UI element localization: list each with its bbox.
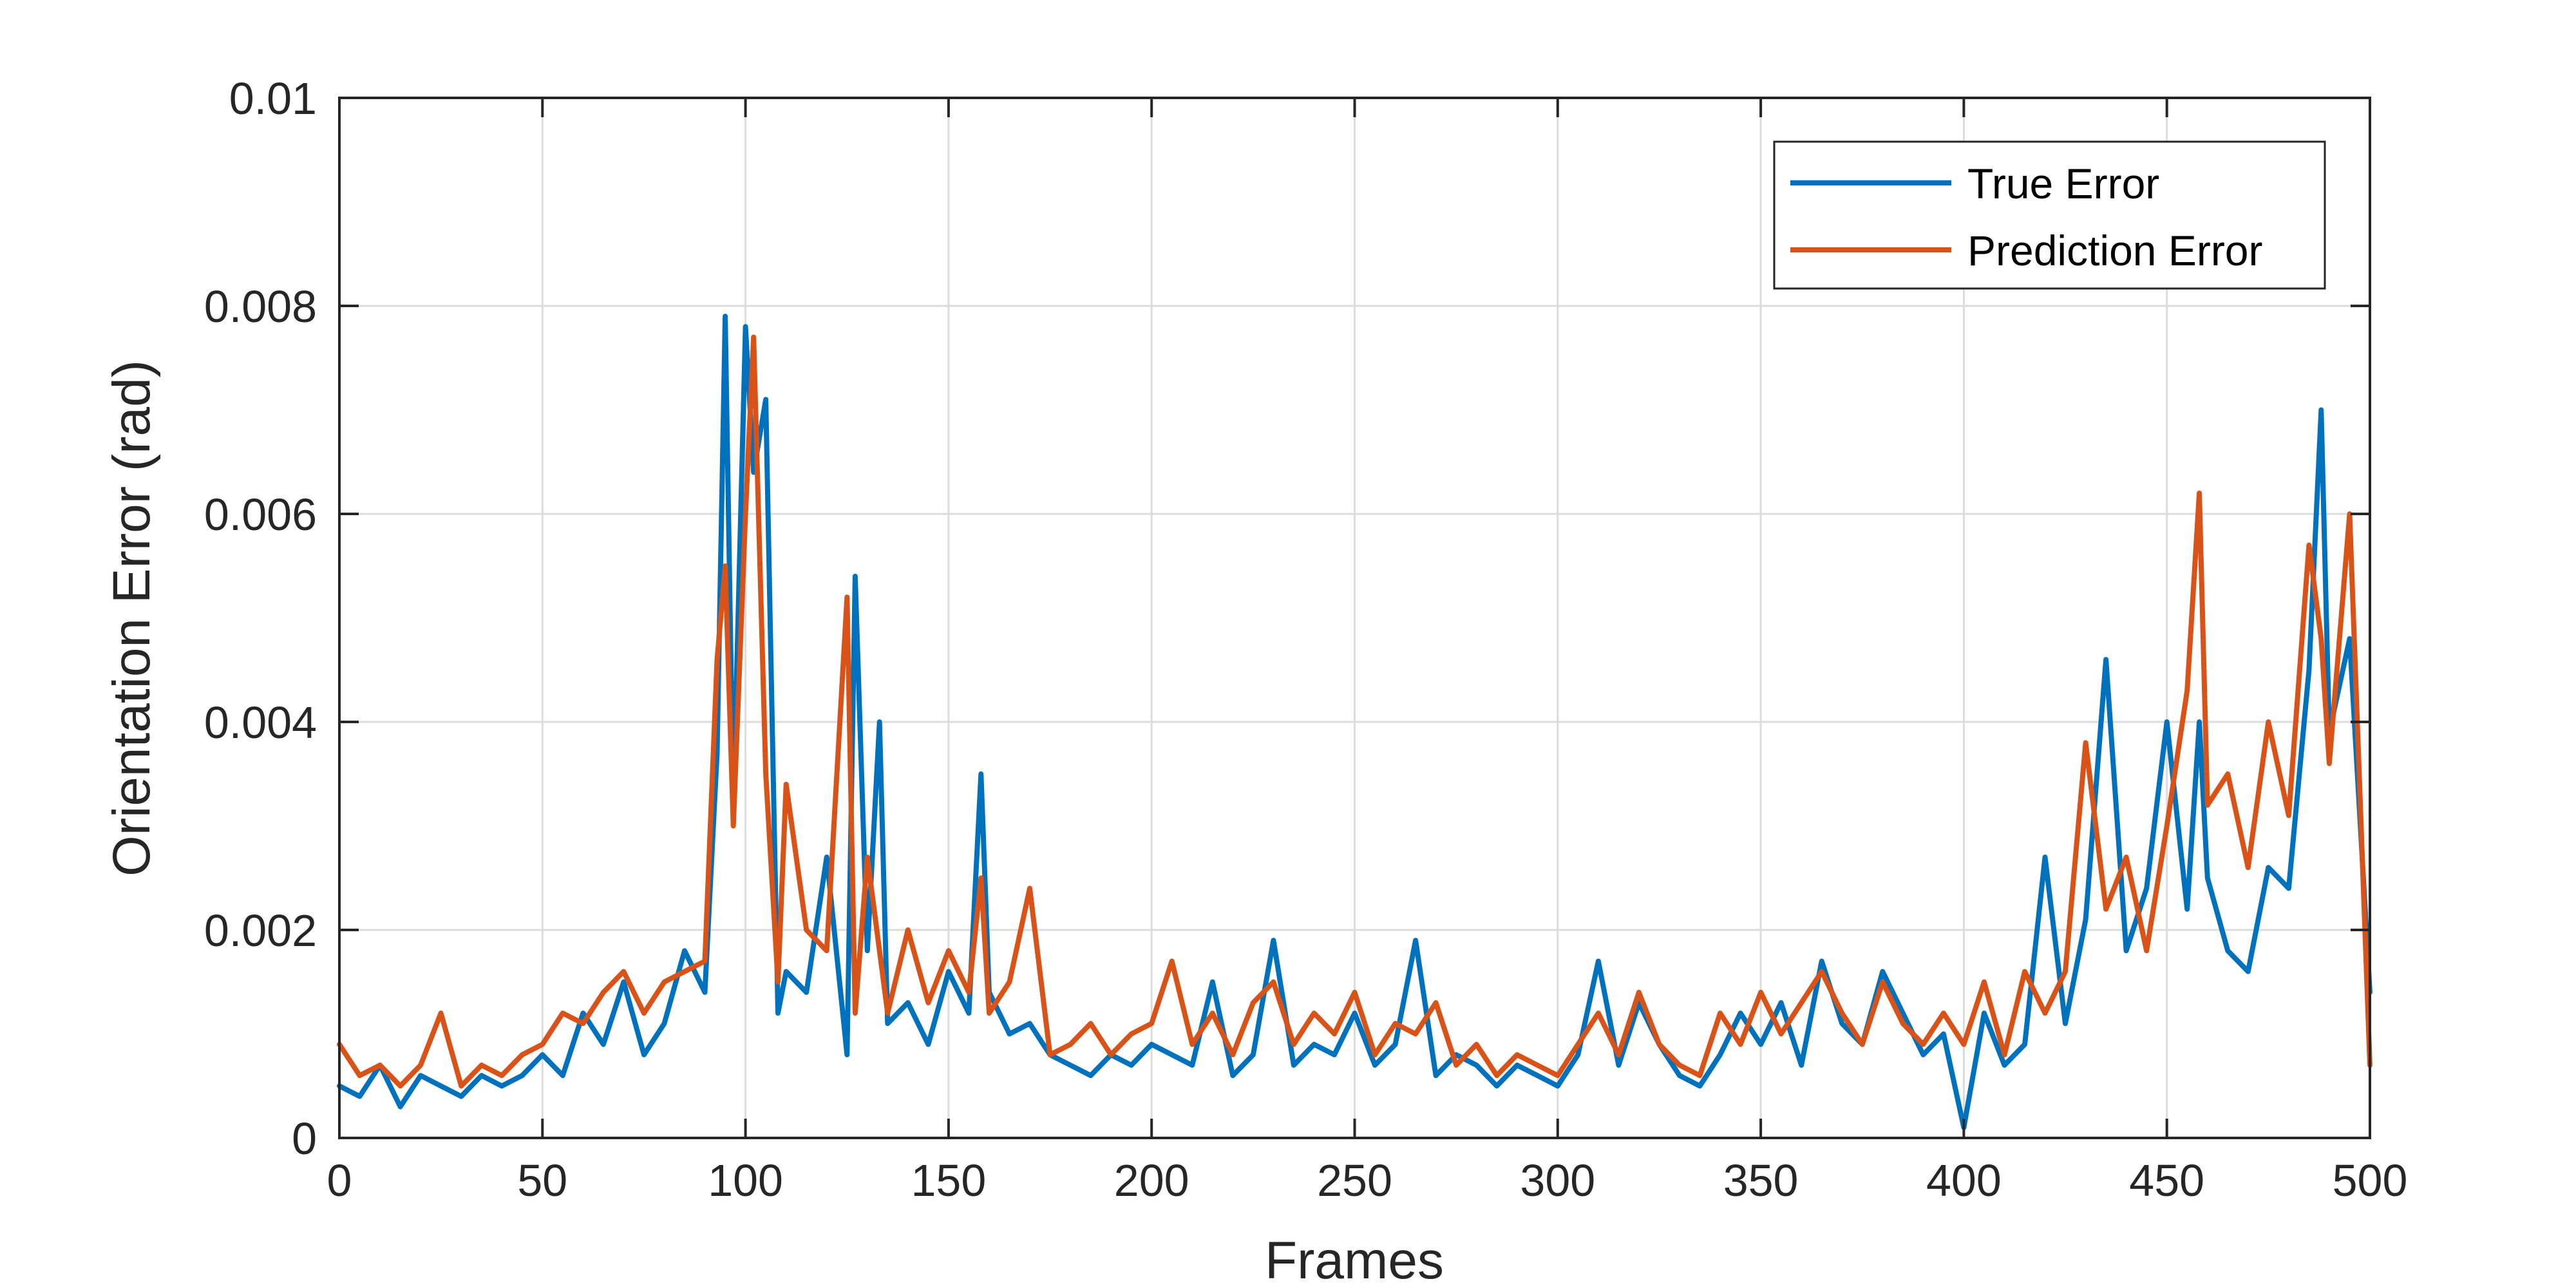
legend: True Error Prediction Error bbox=[1773, 140, 2326, 290]
y-tick-label: 0.01 bbox=[229, 73, 317, 124]
y-tick-labels: 0 0.002 0.004 0.006 0.008 0.01 bbox=[204, 73, 317, 1164]
y-tick-label: 0 bbox=[292, 1113, 317, 1164]
legend-label-prediction-error: Prediction Error bbox=[1967, 227, 2263, 274]
x-tick-label: 0 bbox=[327, 1155, 352, 1206]
x-tick-labels: 0 50 100 150 200 250 300 350 400 450 500 bbox=[327, 1155, 2408, 1206]
x-tick-label: 100 bbox=[708, 1155, 783, 1206]
x-tick-label: 50 bbox=[517, 1155, 567, 1206]
y-tick-label: 0.006 bbox=[204, 489, 317, 540]
y-tick-label: 0.002 bbox=[204, 905, 317, 956]
x-axis-title: Frames bbox=[1265, 1231, 1444, 1288]
y-tick-label: 0.004 bbox=[204, 697, 317, 748]
y-tick-label: 0.008 bbox=[204, 281, 317, 332]
legend-label-true-error: True Error bbox=[1967, 160, 2159, 207]
legend-box bbox=[1773, 140, 2326, 290]
y-axis-title: Orientation Error (rad) bbox=[102, 360, 161, 876]
series-lines bbox=[337, 314, 2372, 1130]
gridlines bbox=[339, 98, 2370, 1138]
x-tick-label: 450 bbox=[2129, 1155, 2204, 1206]
x-tick-label: 250 bbox=[1317, 1155, 1392, 1206]
axis-ticks bbox=[338, 97, 2371, 1139]
x-tick-label: 500 bbox=[2333, 1155, 2408, 1206]
x-tick-label: 200 bbox=[1114, 1155, 1189, 1206]
x-tick-label: 350 bbox=[1723, 1155, 1799, 1206]
x-tick-label: 400 bbox=[1926, 1155, 2002, 1206]
x-tick-label: 150 bbox=[911, 1155, 987, 1206]
x-tick-label: 300 bbox=[1520, 1155, 1595, 1206]
series-line-prediction-error bbox=[337, 334, 2372, 1089]
